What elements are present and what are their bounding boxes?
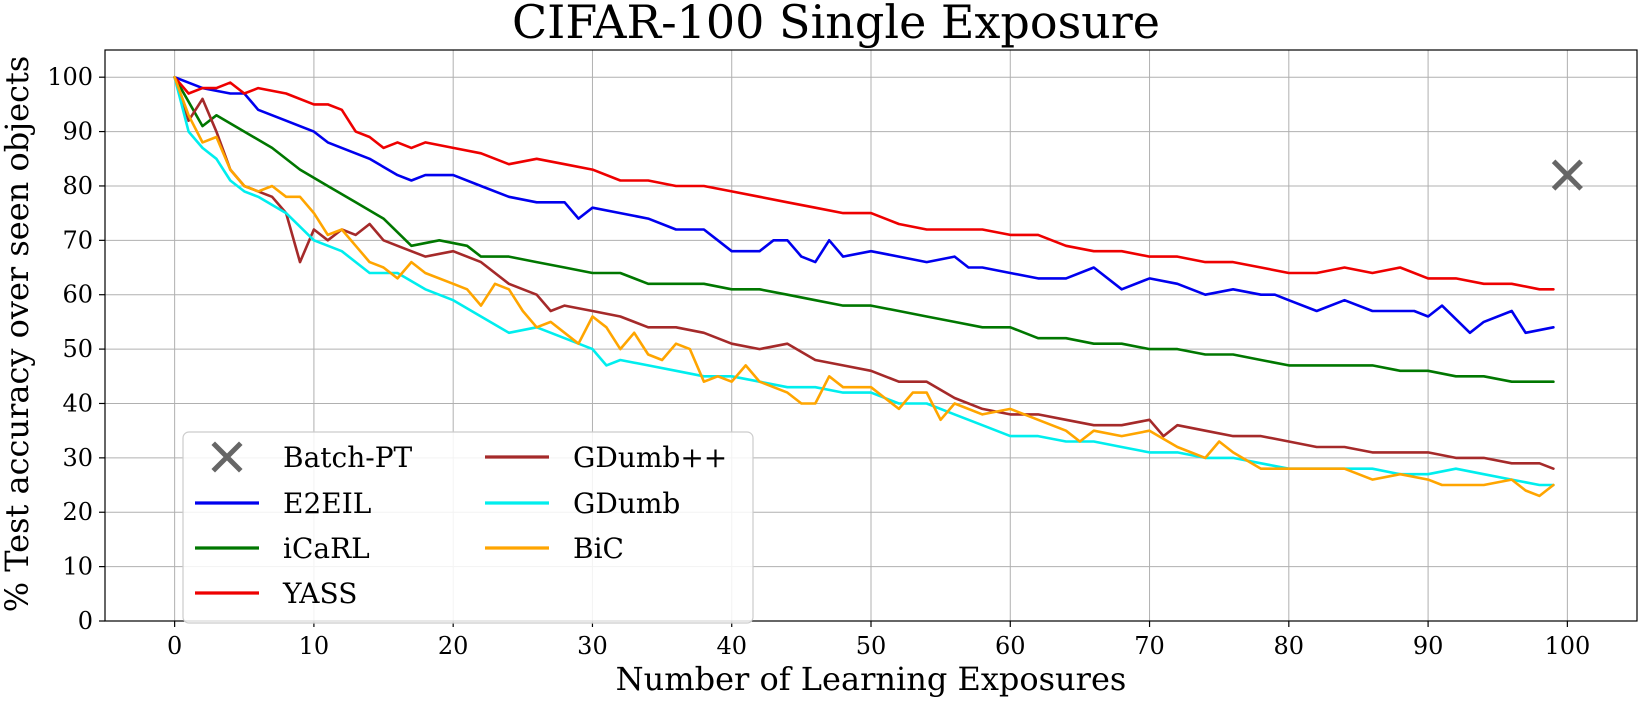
y-tick-label: 10 bbox=[62, 553, 93, 581]
x-tick-label: 50 bbox=[856, 632, 887, 660]
x-tick-label: 10 bbox=[299, 632, 330, 660]
x-tick-label: 80 bbox=[1274, 632, 1305, 660]
series-line-icarl bbox=[173, 75, 1555, 384]
legend-item-bic: BiC bbox=[485, 532, 624, 565]
legend-label-bic: BiC bbox=[573, 532, 624, 565]
legend-label-batch-pt: Batch-PT bbox=[283, 441, 413, 474]
legend-marker-batch-pt bbox=[211, 441, 243, 473]
legend-label-icarl: iCaRL bbox=[283, 532, 370, 565]
series-line-gdumb bbox=[173, 75, 1555, 471]
markers bbox=[1551, 159, 1583, 191]
y-tick-label: 60 bbox=[62, 281, 93, 309]
legend-item-e2eil: E2EIL bbox=[195, 487, 371, 520]
y-axis-label: % Test accuracy over seen objects bbox=[0, 56, 36, 613]
y-tick-label: 90 bbox=[62, 118, 93, 146]
legend-label-e2eil: E2EIL bbox=[283, 487, 371, 520]
x-tick-label: 70 bbox=[1134, 632, 1165, 660]
legend-item-gdumb: GDumb++ bbox=[485, 441, 727, 474]
batch-pt-marker bbox=[1551, 159, 1583, 191]
y-tick-label: 80 bbox=[62, 172, 93, 200]
series-line-e2eil bbox=[173, 75, 1555, 335]
y-tick-label: 0 bbox=[78, 607, 93, 635]
legend-box bbox=[182, 431, 754, 624]
x-tick-label: 40 bbox=[716, 632, 747, 660]
legend-item-batch-pt: Batch-PT bbox=[211, 441, 413, 474]
series-line-yass bbox=[173, 75, 1555, 291]
legend-item-icarl: iCaRL bbox=[195, 532, 370, 565]
legend: Batch-PT GDumb++ E2EIL GDumb iCaRL BiC YASS bbox=[182, 431, 754, 624]
y-tick-label: 70 bbox=[62, 226, 93, 254]
series-lines bbox=[173, 75, 1555, 498]
y-tick-label: 30 bbox=[62, 444, 93, 472]
x-tick-label: 20 bbox=[438, 632, 469, 660]
x-axis-label: Number of Learning Exposures bbox=[616, 660, 1127, 698]
series-line-bic bbox=[173, 75, 1555, 498]
legend-label-yass: YASS bbox=[282, 577, 357, 610]
axis-ticks: 0 10 20 30 40 50 60 70 80 90 100 0 10 20 30 40 50 60 70 80 9… bbox=[47, 63, 1590, 660]
legend-label-gdumb: GDumb bbox=[573, 487, 680, 520]
x-tick-label: 60 bbox=[995, 632, 1026, 660]
x-tick-label: 0 bbox=[167, 632, 182, 660]
y-tick-label: 50 bbox=[62, 335, 93, 363]
x-tick-label: 90 bbox=[1413, 632, 1444, 660]
legend-item-yass: YASS bbox=[195, 577, 357, 610]
x-tick-label: 30 bbox=[577, 632, 608, 660]
series-line-gdumb bbox=[173, 75, 1555, 487]
legend-item-gdumb: GDumb bbox=[485, 487, 680, 520]
chart-title: CIFAR-100 Single Exposure bbox=[512, 0, 1160, 49]
y-tick-label: 40 bbox=[62, 389, 93, 417]
legend-label-gdumb: GDumb++ bbox=[573, 441, 727, 474]
x-tick-label: 100 bbox=[1544, 632, 1590, 660]
y-tick-label: 20 bbox=[62, 498, 93, 526]
y-tick-label: 100 bbox=[47, 63, 93, 91]
